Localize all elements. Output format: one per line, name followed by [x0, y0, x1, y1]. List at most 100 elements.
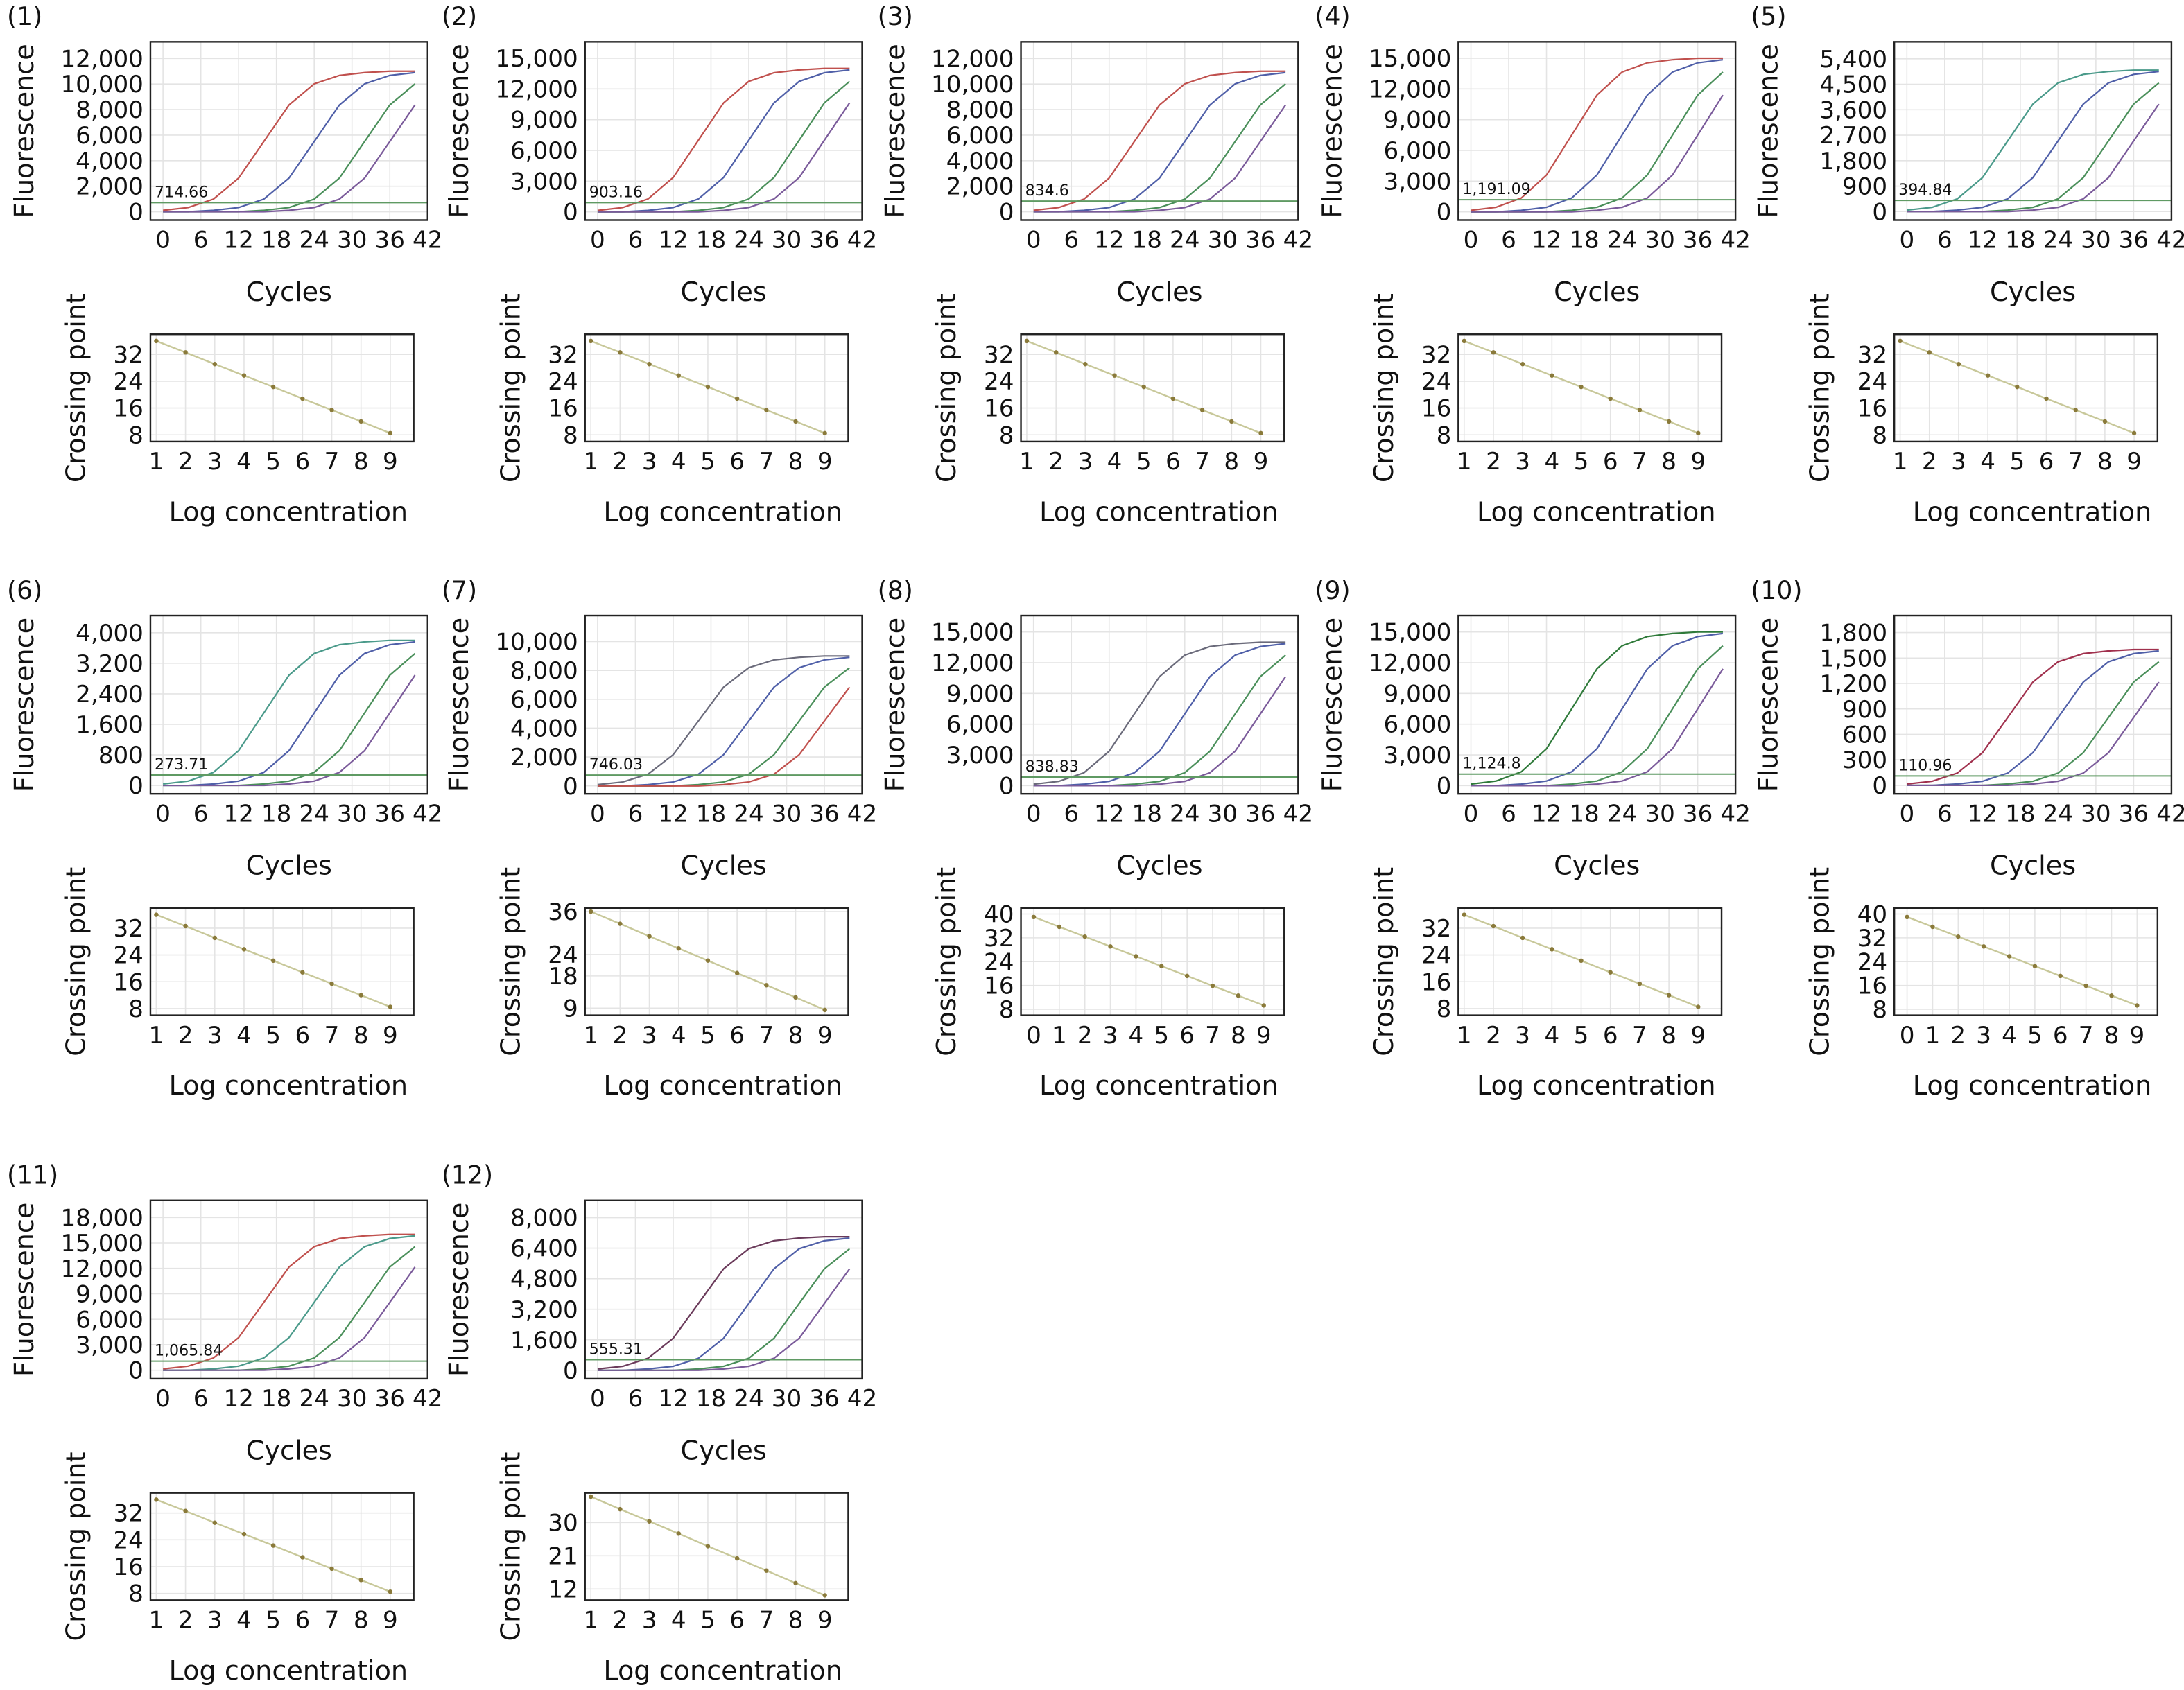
y-tick-label: 8,000 — [946, 96, 1014, 124]
y-axis-label: Fluorescence — [9, 44, 40, 218]
x-tick-label: 18 — [1132, 227, 1162, 254]
y-tick-label: 40 — [984, 901, 1014, 929]
y-tick-label: 900 — [1842, 173, 1887, 201]
y-axis-label: Crossing point — [61, 293, 92, 482]
x-tick-label: 6 — [193, 227, 209, 254]
plot-frame — [149, 1199, 428, 1380]
x-tick-label: 8 — [354, 448, 369, 476]
y-tick-label: 3,200 — [510, 1296, 578, 1324]
data-point — [358, 993, 363, 998]
x-tick-label: 36 — [809, 1385, 839, 1413]
data-point — [618, 350, 623, 355]
x-tick-label: 0 — [1026, 1022, 1041, 1049]
amplification-curve — [1033, 70, 1286, 211]
data-point — [1666, 993, 1672, 998]
x-tick-label: 0 — [155, 1385, 171, 1413]
x-axis-label: Cycles — [1990, 851, 2076, 881]
x-tick-label: 6 — [295, 1607, 310, 1635]
x-tick-label: 4 — [1129, 1022, 1144, 1049]
data-point — [793, 419, 798, 424]
x-tick-label: 30 — [772, 800, 801, 828]
data-point — [1985, 373, 1991, 378]
plot-frame — [1457, 907, 1723, 1016]
data-point — [241, 947, 247, 952]
x-tick-label: 30 — [772, 1385, 801, 1413]
data-point — [822, 1007, 827, 1013]
data-point — [154, 1497, 159, 1502]
y-axis-label: Crossing point — [495, 867, 526, 1056]
amplification-curve — [597, 656, 850, 787]
x-axis-label: Log concentration — [1477, 1070, 1716, 1101]
x-tick-label: 24 — [1607, 800, 1637, 828]
x-tick-label: 7 — [2079, 1022, 2094, 1049]
data-point — [1491, 923, 1496, 929]
x-tick-label: 7 — [1205, 1022, 1220, 1049]
amplification-curve — [1471, 59, 1724, 213]
y-tick-label: 32 — [1421, 915, 1451, 943]
x-tick-label: 12 — [1094, 227, 1124, 254]
y-tick-label: 8 — [128, 421, 144, 449]
x-tick-label: 24 — [299, 1385, 329, 1413]
x-tick-label: 1 — [1925, 1022, 1941, 1049]
x-tick-label: 42 — [2156, 227, 2184, 254]
x-axis-label: Cycles — [1116, 851, 1202, 881]
data-point — [1112, 373, 1117, 378]
y-tick-label: 1,500 — [1819, 645, 1887, 672]
data-point — [647, 1519, 652, 1524]
x-tick-label: 42 — [413, 800, 442, 828]
data-point — [1462, 338, 1466, 344]
y-tick-label: 12,000 — [1369, 76, 1451, 103]
data-point — [1696, 1004, 1701, 1009]
x-axis-label: Log concentration — [603, 1655, 842, 1686]
y-tick-label: 8 — [999, 421, 1014, 449]
x-tick-label: 7 — [759, 1607, 774, 1635]
y-axis-label: Fluorescence — [444, 618, 474, 792]
y-tick-label: 30 — [548, 1509, 578, 1537]
data-point — [1210, 983, 1215, 988]
y-axis-label: Crossing point — [1805, 867, 1835, 1056]
data-point — [2073, 408, 2078, 412]
x-tick-label: 3 — [1515, 448, 1530, 476]
x-tick-label: 9 — [2126, 448, 2142, 476]
y-tick-label: 15,000 — [495, 45, 578, 73]
y-tick-label: 0 — [999, 772, 1014, 800]
plot-frame — [1457, 41, 1737, 221]
x-tick-label: 24 — [2043, 800, 2073, 828]
y-tick-label: 24 — [984, 368, 1014, 396]
plot-frame — [149, 907, 415, 1016]
x-tick-label: 12 — [223, 227, 253, 254]
x-axis-label: Log concentration — [1477, 496, 1716, 527]
fit-line — [1033, 916, 1265, 1007]
y-tick-label: 8 — [1437, 995, 1452, 1023]
amplification-curve — [597, 1268, 851, 1371]
y-tick-label: 3,200 — [76, 650, 144, 678]
data-point — [1898, 338, 1903, 344]
x-axis-label: Log concentration — [169, 496, 408, 527]
amplification-curve — [1907, 103, 2160, 213]
x-tick-label: 1 — [1052, 1022, 1067, 1049]
threshold-label: 838.83 — [1025, 758, 1079, 776]
y-tick-label: 1,800 — [1819, 148, 1887, 175]
x-tick-label: 3 — [1515, 1022, 1530, 1049]
y-tick-label: 24 — [113, 942, 143, 970]
data-point — [270, 1543, 276, 1548]
data-point — [329, 408, 334, 412]
data-point — [183, 923, 188, 929]
x-tick-label: 12 — [658, 1385, 688, 1413]
x-tick-label: 18 — [696, 1385, 726, 1413]
data-point — [2007, 954, 2012, 959]
y-tick-label: 4,000 — [76, 148, 144, 175]
y-tick-label: 3,000 — [1384, 742, 1452, 769]
data-point — [1057, 924, 1062, 930]
y-tick-label: 32 — [548, 341, 578, 369]
amplification-curve — [1907, 69, 2159, 211]
x-tick-label: 24 — [734, 1385, 763, 1413]
y-tick-label: 3,000 — [1384, 168, 1452, 195]
data-point — [1579, 958, 1584, 964]
y-tick-label: 4,000 — [946, 148, 1014, 175]
data-point — [1608, 970, 1613, 975]
x-axis-label: Log concentration — [603, 1070, 842, 1101]
panel-label: (10) — [1751, 575, 1802, 605]
y-tick-label: 0 — [128, 199, 144, 227]
x-tick-label: 6 — [2039, 448, 2054, 476]
